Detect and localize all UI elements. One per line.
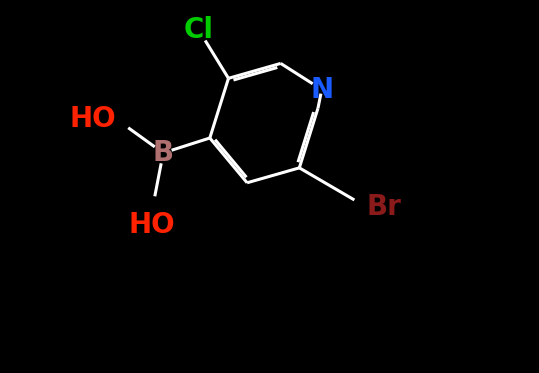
Text: Cl: Cl: [184, 16, 213, 44]
Text: HO: HO: [70, 105, 116, 134]
Text: N: N: [310, 75, 333, 104]
Text: B: B: [153, 139, 174, 167]
Text: HO: HO: [129, 211, 175, 239]
Text: Br: Br: [367, 193, 402, 221]
